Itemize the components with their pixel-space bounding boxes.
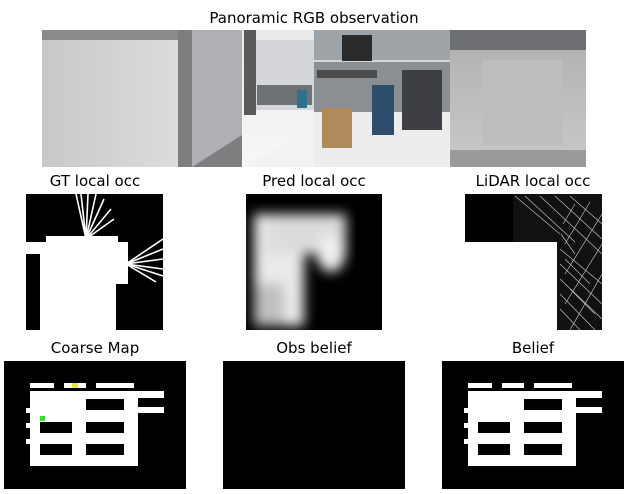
gt-local-occ-image [26, 194, 163, 330]
gt-local-occ-title: GT local occ [49, 172, 141, 190]
panorama-title: Panoramic RGB observation [209, 9, 419, 27]
belief-image [442, 361, 624, 489]
goal-marker [72, 383, 78, 388]
belief-title: Belief [511, 339, 555, 357]
agent-marker [40, 416, 45, 421]
panorama-image [42, 30, 586, 167]
obs-belief-image [223, 361, 405, 489]
obs-belief-title: Obs belief [276, 339, 352, 357]
pred-local-occ-title: Pred local occ [262, 172, 366, 190]
lidar-local-occ-image [465, 194, 602, 330]
coarse-map-image [4, 361, 186, 489]
pred-local-occ-image [246, 194, 382, 330]
lidar-local-occ-title: LiDAR local occ [475, 172, 591, 190]
coarse-map-title: Coarse Map [50, 339, 140, 357]
